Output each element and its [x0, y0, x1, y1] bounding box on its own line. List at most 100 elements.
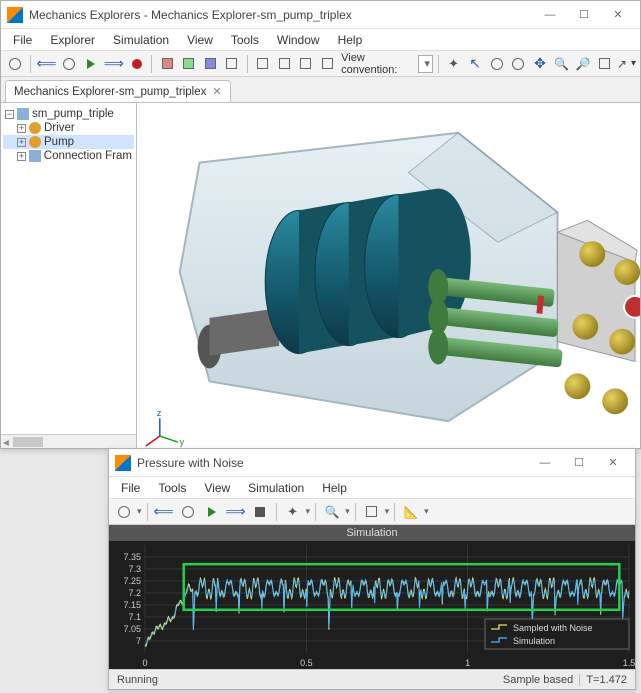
rotate-icon[interactable]	[487, 53, 507, 75]
svg-text:z: z	[157, 408, 162, 418]
maximize-button[interactable]: ☐	[568, 5, 600, 25]
tree-root[interactable]: − sm_pump_triple	[3, 107, 134, 121]
chart-banner: Simulation	[109, 525, 635, 541]
svg-text:0.5: 0.5	[300, 658, 313, 668]
fit-icon[interactable]	[595, 53, 615, 75]
menu-tools[interactable]: Tools	[223, 31, 267, 49]
scope-window: Pressure with Noise — ☐ ✕ File Tools Vie…	[108, 448, 636, 690]
zoom-in-icon[interactable]: 🔍	[552, 53, 572, 75]
step-back-icon[interactable]: ⟸	[36, 53, 58, 75]
cube1-icon[interactable]	[157, 53, 177, 75]
tree-scroll-h[interactable]: ◂	[1, 434, 136, 448]
play-icon[interactable]	[201, 501, 223, 523]
measure-icon[interactable]: 📐	[400, 501, 422, 523]
pan-icon[interactable]: ✥	[530, 53, 550, 75]
model-tree[interactable]: − sm_pump_triple + Driver + Pump + Conne…	[1, 103, 137, 448]
view-top-icon[interactable]	[318, 53, 338, 75]
tree-node-driver[interactable]: + Driver	[3, 121, 134, 135]
window-title: Pressure with Noise	[137, 456, 529, 470]
tab-model[interactable]: Mechanics Explorer-sm_pump_triplex ✕	[5, 80, 231, 102]
menu-help[interactable]: Help	[314, 479, 355, 497]
record-icon[interactable]	[127, 53, 147, 75]
play-icon[interactable]	[81, 53, 101, 75]
cube4-icon[interactable]	[222, 53, 242, 75]
cube3-icon[interactable]	[201, 53, 221, 75]
titlebar: Mechanics Explorers - Mechanics Explorer…	[1, 1, 640, 29]
3d-viewport[interactable]: z y	[137, 103, 640, 448]
menu-view[interactable]: View	[196, 479, 238, 497]
menu-explorer[interactable]: Explorer	[42, 31, 103, 49]
menu-file[interactable]: File	[5, 31, 40, 49]
menu-window[interactable]: Window	[269, 31, 328, 49]
stop-icon[interactable]	[249, 501, 271, 523]
expand-icon[interactable]: +	[17, 124, 26, 133]
menu-file[interactable]: File	[113, 479, 148, 497]
restart-icon[interactable]	[60, 53, 80, 75]
pointer-icon[interactable]: ↖	[465, 53, 485, 75]
mechanics-explorer-window: Mechanics Explorers - Mechanics Explorer…	[0, 0, 641, 449]
maximize-button[interactable]: ☐	[563, 453, 595, 473]
step-fwd-icon[interactable]: ⟹	[225, 501, 247, 523]
collapse-icon[interactable]: −	[5, 110, 14, 119]
view-side-icon[interactable]	[296, 53, 316, 75]
close-button[interactable]: ✕	[602, 5, 634, 25]
chart-area[interactable]: Simulation 77.057.17.157.27.257.37.3500.…	[109, 525, 635, 669]
restart-icon[interactable]	[177, 501, 199, 523]
step-fwd-icon[interactable]: ⟹	[103, 53, 125, 75]
menu-tools[interactable]: Tools	[150, 479, 194, 497]
tab-close-icon[interactable]: ✕	[212, 85, 221, 98]
svg-text:7.25: 7.25	[123, 576, 141, 586]
menu-help[interactable]: Help	[330, 31, 371, 49]
highlight-icon[interactable]: ✦	[282, 501, 304, 523]
view-convention-dropdown[interactable]: ▾	[418, 55, 433, 73]
svg-text:7.15: 7.15	[123, 600, 141, 610]
menubar: File Tools View Simulation Help	[109, 477, 635, 499]
tab-label: Mechanics Explorer-sm_pump_triplex	[14, 86, 206, 98]
refresh-icon[interactable]	[5, 53, 25, 75]
gear-icon	[29, 122, 41, 134]
svg-text:0: 0	[142, 658, 147, 668]
minimize-button[interactable]: —	[529, 453, 561, 473]
svg-text:7.05: 7.05	[123, 624, 141, 634]
model-icon	[17, 108, 29, 120]
frame-icon	[29, 150, 41, 162]
settings-icon[interactable]	[113, 501, 135, 523]
zoom-icon[interactable]: 🔍	[321, 501, 343, 523]
zoom-out-icon[interactable]: 🔎	[573, 53, 593, 75]
menu-simulation[interactable]: Simulation	[240, 479, 312, 497]
view-iso-icon[interactable]	[253, 53, 273, 75]
svg-text:7.3: 7.3	[128, 564, 141, 574]
view-front-icon[interactable]	[274, 53, 294, 75]
minimize-button[interactable]: —	[534, 5, 566, 25]
menu-chevron-icon[interactable]: ▾	[631, 58, 636, 69]
expand-icon[interactable]: +	[17, 138, 26, 147]
status-time: Sample based T=1.472	[503, 674, 627, 686]
tabstrip: Mechanics Explorer-sm_pump_triplex ✕	[1, 77, 640, 103]
menu-view[interactable]: View	[179, 31, 221, 49]
tree-node-connection[interactable]: + Connection Fram	[3, 149, 134, 163]
step-back-icon[interactable]: ⟸	[153, 501, 175, 523]
matlab-icon	[115, 455, 131, 471]
toolbar: ⟸ ⟹ View convention: ▾ ✦ ↖ ✥ 🔍 🔎 ↗ ▾	[1, 51, 640, 77]
svg-text:Simulation: Simulation	[513, 636, 555, 646]
menu-simulation[interactable]: Simulation	[105, 31, 177, 49]
view-convention-label: View convention:	[341, 52, 414, 76]
svg-text:1: 1	[465, 658, 470, 668]
gear-icon	[29, 136, 41, 148]
scope-toolbar: ▾ ⟸ ⟹ ✦ ▾ 🔍 ▾ ▾ 📐 ▾	[109, 499, 635, 525]
close-button[interactable]: ✕	[597, 453, 629, 473]
roll-icon[interactable]	[509, 53, 529, 75]
svg-text:1.5: 1.5	[623, 658, 635, 668]
expand-icon[interactable]: +	[17, 152, 26, 161]
svg-text:7.2: 7.2	[128, 588, 141, 598]
titlebar: Pressure with Noise — ☐ ✕	[109, 449, 635, 477]
tree-node-pump[interactable]: + Pump	[3, 135, 134, 149]
menubar: File Explorer Simulation View Tools Wind…	[1, 29, 640, 51]
dock-icon[interactable]: ↗	[617, 57, 627, 71]
settings-icon[interactable]: ✦	[444, 53, 464, 75]
svg-text:y: y	[180, 437, 185, 447]
matlab-icon	[7, 7, 23, 23]
autoscale-icon[interactable]	[361, 501, 383, 523]
scope-chart: 77.057.17.157.27.257.37.3500.511.5Sample…	[109, 541, 635, 669]
cube2-icon[interactable]	[179, 53, 199, 75]
